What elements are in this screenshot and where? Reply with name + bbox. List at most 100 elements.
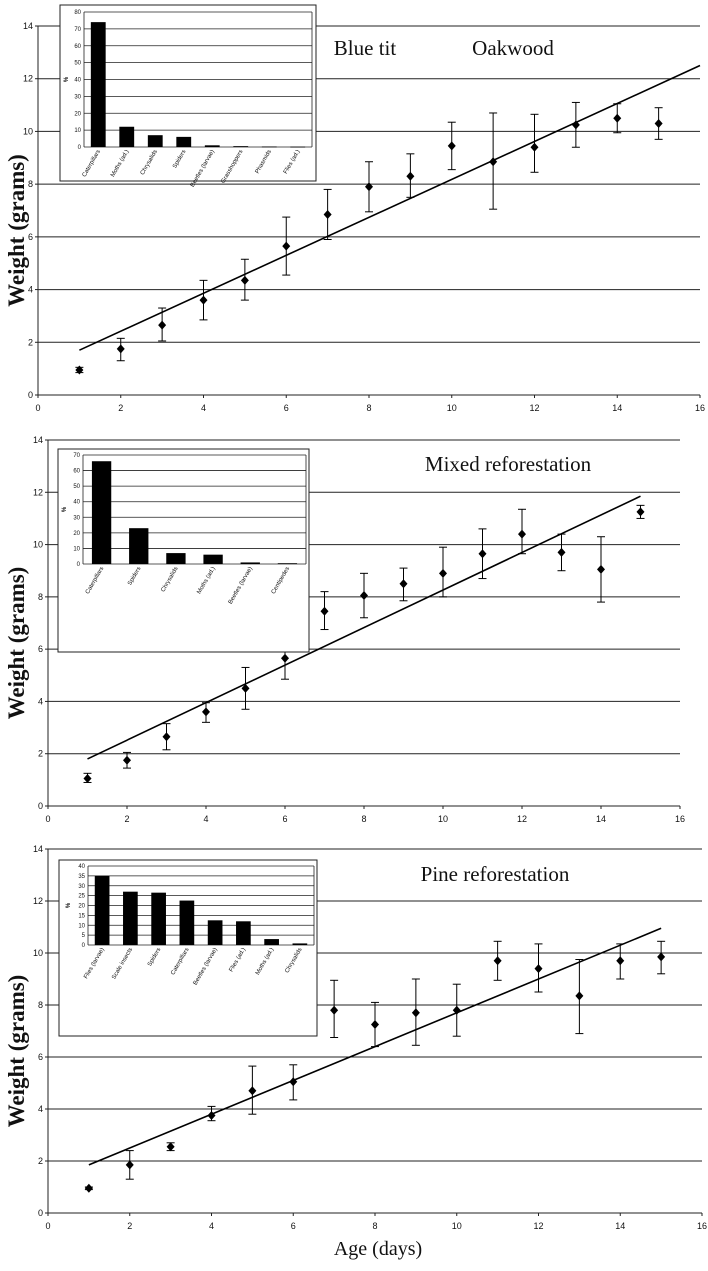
diamond-marker <box>125 1160 134 1170</box>
diamond-marker <box>282 241 291 251</box>
inset-y-tick-label: 10 <box>74 128 81 134</box>
data-point <box>613 103 622 134</box>
y-tick-label: 4 <box>28 285 33 295</box>
y-tick-label: 4 <box>38 696 43 706</box>
x-tick-label: 2 <box>124 814 129 824</box>
data-point <box>202 702 210 723</box>
diamond-marker <box>281 653 289 663</box>
inset-y-tick-label: 60 <box>73 469 80 475</box>
diamond-marker <box>241 683 250 693</box>
diamond-marker <box>478 549 487 559</box>
diamond-marker <box>439 568 447 578</box>
inset-bar <box>203 554 223 564</box>
diamond-marker <box>116 344 125 354</box>
inset-y-tick-label: 40 <box>74 78 81 84</box>
inset-bar <box>176 136 192 147</box>
diamond-marker <box>199 295 208 305</box>
trendline <box>87 495 641 760</box>
diamond-marker <box>330 1005 339 1015</box>
diamond-marker <box>557 547 566 557</box>
y-axis-label: Weight (grams) <box>4 567 29 720</box>
diamond-marker <box>166 1142 175 1152</box>
y-tick-label: 2 <box>38 1156 43 1166</box>
diamond-marker <box>571 120 580 130</box>
data-point <box>289 1064 298 1101</box>
data-point <box>83 772 92 784</box>
y-tick-label: 14 <box>33 844 43 854</box>
y-tick-label: 8 <box>38 592 43 602</box>
diamond-marker <box>518 529 526 539</box>
data-point <box>406 153 415 198</box>
data-point <box>657 940 666 975</box>
x-tick-label: 10 <box>438 814 448 824</box>
diamond-marker <box>158 320 167 330</box>
x-tick-label: 14 <box>596 814 606 824</box>
inset-y-tick-label: 10 <box>73 546 80 552</box>
inset-y-tick-label: 20 <box>74 111 81 117</box>
diamond-marker <box>162 732 171 742</box>
inset-bar <box>151 892 166 945</box>
inset-bar <box>292 943 308 945</box>
y-tick-label: 6 <box>38 1052 43 1062</box>
diamond-marker <box>447 141 456 151</box>
inset-y-tick-label: 15 <box>78 913 85 919</box>
x-tick-label: 6 <box>291 1221 296 1231</box>
x-tick-label: 0 <box>45 814 50 824</box>
inset-bar <box>147 135 163 147</box>
y-tick-label: 4 <box>38 1104 43 1114</box>
inset-y-axis-label: % <box>66 902 72 908</box>
diamond-marker <box>207 1111 216 1120</box>
data-point <box>240 258 249 301</box>
diamond-marker <box>123 755 131 765</box>
data-point <box>636 504 645 519</box>
y-tick-label: 10 <box>33 540 43 550</box>
inset-y-tick-label: 30 <box>78 884 85 890</box>
y-tick-label: 12 <box>33 896 43 906</box>
chart-panel: 0 2 4 6 8 10 12 14 0 2 4 6 8 10 12 14 16 Weight (grams) Bl… <box>4 4 705 413</box>
inset-bar <box>277 563 298 565</box>
x-tick-label: 4 <box>203 814 208 824</box>
inset-y-tick-label: 0 <box>82 943 86 949</box>
diamond-marker <box>493 956 502 966</box>
inset-y-tick-label: 40 <box>78 864 85 870</box>
data-point <box>123 751 131 769</box>
chart-title: Pine reforestation <box>421 862 570 886</box>
inset-bar <box>179 900 195 945</box>
inset-bar <box>166 553 186 564</box>
data-point <box>493 940 502 981</box>
inset-bar <box>207 920 223 945</box>
inset-bar <box>90 22 106 147</box>
diamond-marker <box>365 182 373 192</box>
y-tick-label: 2 <box>28 337 33 347</box>
x-tick-label: 8 <box>366 403 371 413</box>
y-axis-label: Weight (grams) <box>4 975 29 1128</box>
data-point <box>162 723 171 751</box>
inset-bar <box>240 562 260 564</box>
diamond-marker <box>320 606 329 616</box>
data-point <box>166 1142 175 1152</box>
x-tick-label: 16 <box>697 1221 707 1231</box>
data-point <box>323 188 332 240</box>
inset-bar <box>290 146 306 148</box>
diamond-marker <box>597 564 605 574</box>
diamond-marker <box>75 365 84 375</box>
inset-y-axis-label: % <box>62 506 68 512</box>
x-tick-label: 8 <box>372 1221 377 1231</box>
x-tick-label: 4 <box>201 403 206 413</box>
inset-y-tick-label: 5 <box>82 933 86 939</box>
inset-y-tick-label: 30 <box>74 94 81 100</box>
y-axis-label: Weight (grams) <box>4 154 29 307</box>
diamond-marker <box>202 707 210 717</box>
inset-y-axis-label: % <box>64 76 70 82</box>
data-point <box>557 533 566 572</box>
data-point <box>84 1183 93 1193</box>
inset-bar <box>233 146 249 147</box>
diamond-marker <box>371 1020 379 1029</box>
trendline <box>79 64 701 351</box>
data-point <box>571 101 580 148</box>
x-tick-label: 2 <box>118 403 123 413</box>
data-point <box>439 546 447 598</box>
data-point <box>399 567 408 602</box>
